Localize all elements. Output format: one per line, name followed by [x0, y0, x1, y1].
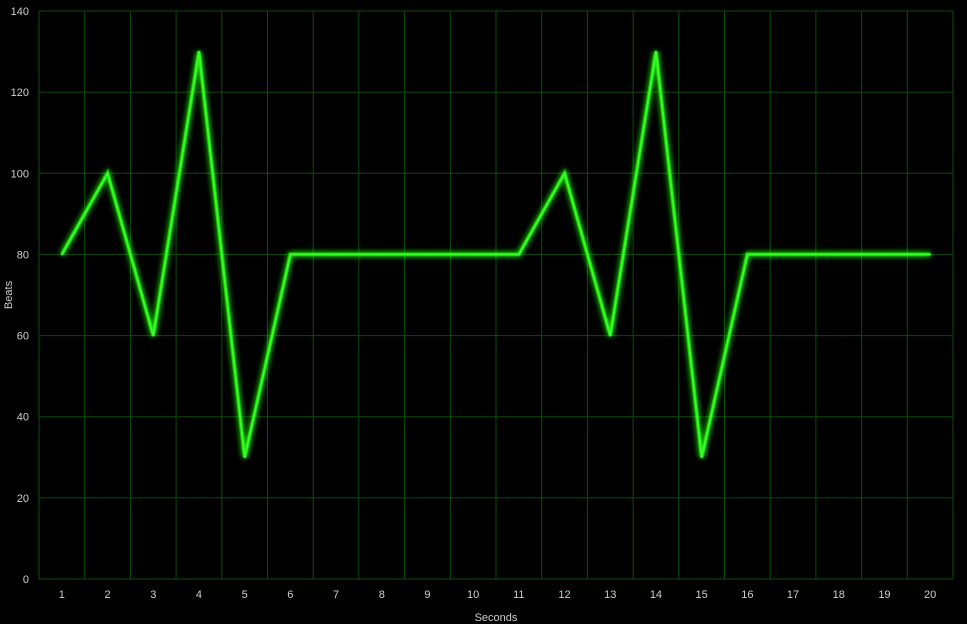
- gridlines: [38, 10, 954, 580]
- data-point: [335, 253, 338, 256]
- data-point: [883, 253, 886, 256]
- x-tick-label: 9: [424, 589, 430, 601]
- y-tick-label: 140: [11, 6, 29, 18]
- x-tick-label: 2: [104, 589, 110, 601]
- y-axis-title: Beats: [3, 280, 15, 309]
- data-point: [60, 253, 63, 256]
- data-point: [243, 456, 246, 459]
- y-tick-label: 120: [11, 87, 29, 99]
- x-tick-label: 10: [467, 589, 479, 601]
- x-tick-label: 4: [196, 589, 202, 601]
- x-tick-label: 16: [741, 589, 753, 601]
- x-tick-label: 5: [242, 589, 248, 601]
- series-layer: [60, 50, 932, 459]
- data-point: [472, 253, 475, 256]
- data-point: [426, 253, 429, 256]
- x-tick-label: 6: [287, 589, 293, 601]
- data-point: [197, 50, 200, 53]
- data-point: [746, 253, 749, 256]
- data-point: [517, 253, 520, 256]
- data-point: [152, 334, 155, 337]
- series-line: [61, 51, 931, 458]
- data-point: [837, 253, 840, 256]
- data-point: [654, 50, 657, 53]
- y-tick-label: 80: [17, 249, 29, 261]
- data-point: [380, 253, 383, 256]
- x-axis-title: Seconds: [475, 612, 518, 624]
- x-tick-label: 3: [150, 589, 156, 601]
- data-point: [563, 172, 566, 175]
- y-tick-label: 20: [17, 493, 29, 505]
- y-tick-label: 40: [17, 412, 29, 424]
- y-axis-ticks: 0 20 40 60 80 100 120 140: [11, 6, 29, 586]
- x-tick-label: 19: [878, 589, 890, 601]
- x-tick-label: 12: [558, 589, 570, 601]
- data-point: [929, 253, 932, 256]
- y-tick-label: 0: [23, 574, 29, 586]
- x-axis-ticks: 1 2 3 4 5 6 7 8 9 10 11 12 13 14 15 16 17 18 19 20: [59, 589, 936, 601]
- x-tick-label: 8: [379, 589, 385, 601]
- data-point: [106, 172, 109, 175]
- y-tick-label: 60: [17, 331, 29, 343]
- data-point: [792, 253, 795, 256]
- data-point: [289, 253, 292, 256]
- x-tick-label: 15: [696, 589, 708, 601]
- x-tick-label: 18: [833, 589, 845, 601]
- y-tick-label: 100: [11, 168, 29, 180]
- x-tick-label: 17: [787, 589, 799, 601]
- x-tick-label: 1: [59, 589, 65, 601]
- x-tick-label: 20: [924, 589, 936, 601]
- x-tick-label: 7: [333, 589, 339, 601]
- x-tick-label: 14: [650, 589, 662, 601]
- x-tick-label: 11: [513, 589, 524, 601]
- data-point: [700, 456, 703, 459]
- x-tick-label: 13: [604, 589, 616, 601]
- data-point: [609, 334, 612, 337]
